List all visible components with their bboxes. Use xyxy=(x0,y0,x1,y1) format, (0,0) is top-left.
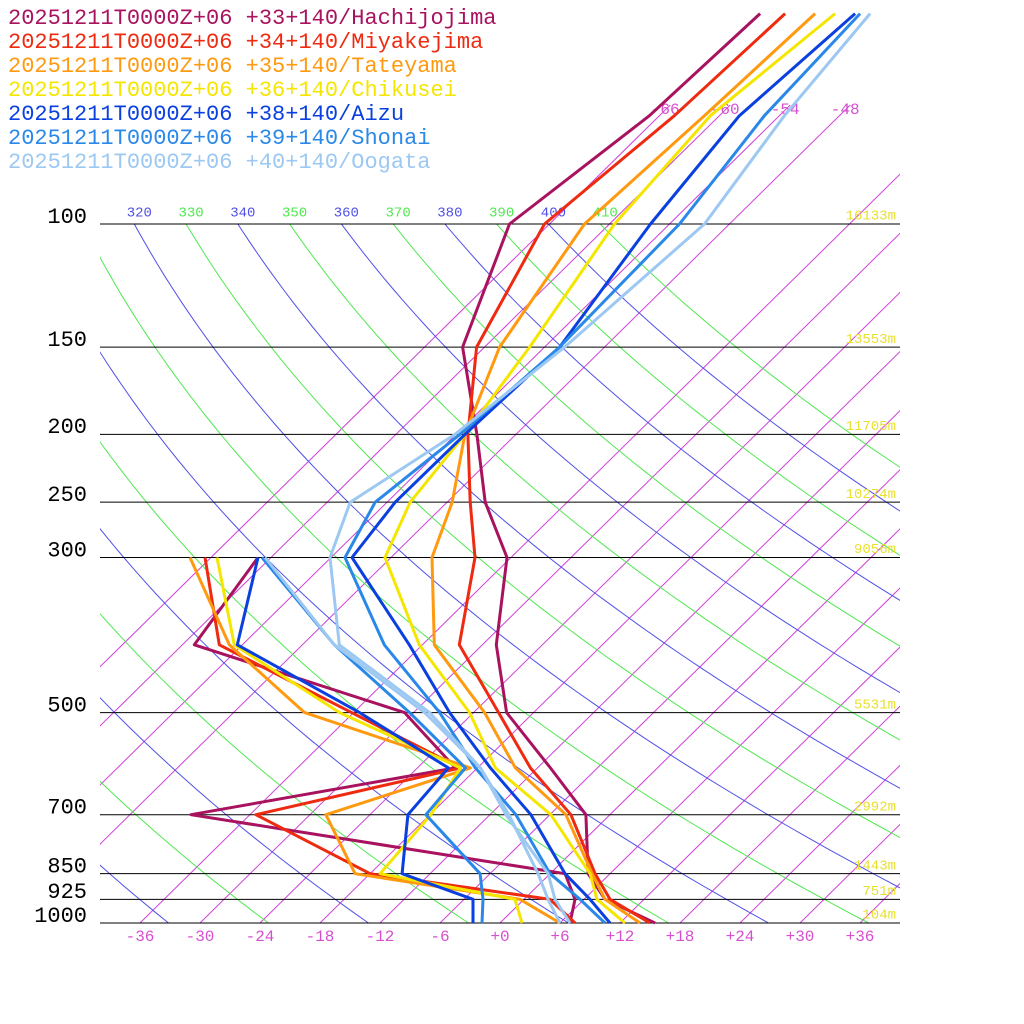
soundings xyxy=(188,12,872,925)
isentrope-label: 330 xyxy=(178,206,203,222)
temperature-line xyxy=(343,12,862,925)
isentrope-label: 350 xyxy=(282,206,307,222)
isotherm xyxy=(100,105,671,668)
isentrope-label: 390 xyxy=(489,206,514,222)
x-tick-label: +36 xyxy=(846,928,875,946)
y-tick-label: 100 xyxy=(47,205,87,230)
x-tick-label: -6 xyxy=(430,928,449,946)
temperature-line xyxy=(328,12,872,924)
temperature-line xyxy=(457,12,787,925)
x-tick-label: +0 xyxy=(490,928,509,946)
top-tick-label: -66 xyxy=(651,101,680,119)
x-tick-label: +12 xyxy=(606,928,635,946)
isotherm xyxy=(439,469,900,924)
dry-adiabat xyxy=(599,224,900,468)
top-tick-label: -48 xyxy=(831,101,860,119)
x-tick-label: +30 xyxy=(786,928,815,946)
isotherm xyxy=(100,105,851,845)
y-tick-label: 250 xyxy=(47,483,87,508)
isentrope-label: 340 xyxy=(230,206,255,222)
y-tick-label: 1000 xyxy=(34,904,87,929)
isotherm xyxy=(100,105,731,727)
height-label: 2992m xyxy=(854,799,896,815)
isotherms xyxy=(100,105,900,924)
dry-adiabat xyxy=(100,696,369,924)
isotherm xyxy=(259,291,900,924)
y-tick-label: 300 xyxy=(47,538,87,563)
x-tick-label: -30 xyxy=(186,928,215,946)
height-label: 5531m xyxy=(854,697,896,713)
isentrope-label: 370 xyxy=(386,206,411,222)
x-tick-label: -36 xyxy=(126,928,155,946)
legend-entry: 20251211T0000Z+06 +36+140/Chikusei xyxy=(8,78,457,103)
temperature-line xyxy=(350,12,857,924)
x-tick-label: +6 xyxy=(550,928,569,946)
height-label: 11705m xyxy=(846,419,896,435)
height-label: 1443m xyxy=(854,858,896,874)
isotherm xyxy=(679,705,900,924)
legend-entry: 20251211T0000Z+06 +33+140/Hachijojima xyxy=(8,6,496,31)
top-tick-label: -60 xyxy=(711,101,740,119)
dewpoint-line xyxy=(235,557,475,923)
legend-entry: 20251211T0000Z+06 +39+140/Shonai xyxy=(8,126,430,151)
y-tick-label: 700 xyxy=(47,796,87,821)
x-tick-label: -12 xyxy=(366,928,395,946)
height-label: 16133m xyxy=(846,209,896,225)
dry-adiabat xyxy=(100,780,269,924)
height-label: 751m xyxy=(862,884,896,900)
y-tick-label: 150 xyxy=(47,328,87,353)
legend-entry: 20251211T0000Z+06 +34+140/Miyakejima xyxy=(8,30,483,55)
temperature-line xyxy=(383,12,837,925)
dry-adiabat xyxy=(547,224,900,512)
x-tick-label: -18 xyxy=(306,928,335,946)
legend-entry: 20251211T0000Z+06 +35+140/Tateyama xyxy=(8,54,457,79)
y-tick-label: 850 xyxy=(47,854,87,879)
isentrope-label: 360 xyxy=(334,206,359,222)
y-tick-label: 200 xyxy=(47,415,87,440)
isentrope-label: 320 xyxy=(127,206,152,222)
isotherm xyxy=(319,350,900,924)
height-label: 10274m xyxy=(846,487,896,503)
x-tick-label: +24 xyxy=(726,928,755,946)
height-label: 104m xyxy=(862,908,896,924)
axes: -36 -30 -24 -18 -12 -6 +0 +6 +12 +18 +24 +30 +36 -66 -… xyxy=(34,101,900,946)
isotherm xyxy=(619,646,900,924)
y-tick-label: 500 xyxy=(47,693,87,718)
height-label: 13553m xyxy=(846,332,896,348)
legend-entry: 20251211T0000Z+06 +38+140/Aizu xyxy=(8,102,404,127)
legend: 20251211T0000Z+06 +33+140/Hachijojima202… xyxy=(8,6,496,175)
height-label: 9056m xyxy=(854,542,896,558)
x-tick-label: +18 xyxy=(666,928,695,946)
dewpoint-line xyxy=(260,556,485,924)
x-tick-label: -24 xyxy=(246,928,275,946)
temperature-line xyxy=(430,12,817,925)
isotherm xyxy=(739,764,900,924)
isotherm xyxy=(559,587,900,924)
dry-adiabat xyxy=(100,612,469,924)
isentrope-label: 380 xyxy=(437,206,462,222)
legend-entry: 20251211T0000Z+06 +40+140/Oogata xyxy=(8,150,430,175)
isotherm xyxy=(499,528,900,924)
y-tick-label: 925 xyxy=(47,880,87,905)
isotherm xyxy=(100,105,791,786)
isotherm xyxy=(199,232,900,924)
isotherm xyxy=(139,173,900,924)
